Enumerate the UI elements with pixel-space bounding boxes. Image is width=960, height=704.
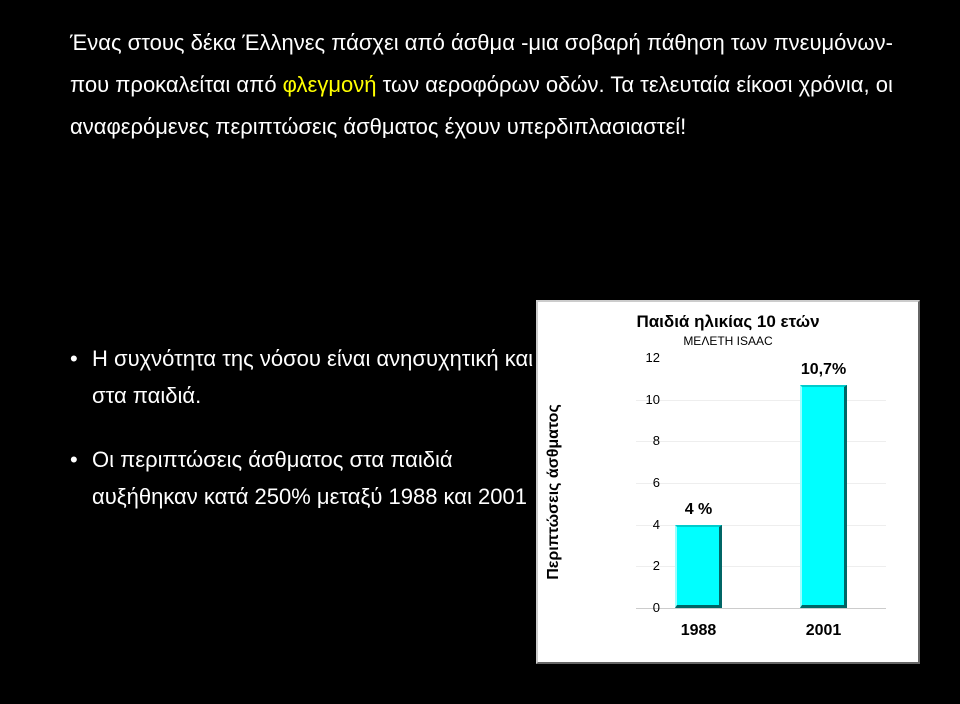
chart-title: Παιδιά ηλικίας 10 ετών	[538, 312, 918, 332]
chart-ytick: 2	[630, 558, 660, 573]
chart-ytick: 4	[630, 517, 660, 532]
chart-ylabel: Περιπτώσεις άσθματος	[544, 392, 564, 592]
chart-plot-area	[636, 358, 886, 608]
chart-xlabel: 1988	[639, 622, 759, 640]
asthma-chart: Παιδιά ηλικίας 10 ετών ΜΕΛΕΤΗ ISAAC Περι…	[536, 300, 920, 664]
chart-xlabel: 2001	[764, 622, 884, 640]
intro-highlight: φλεγμονή	[283, 72, 377, 97]
chart-bar	[675, 525, 723, 608]
chart-bar-value: 10,7%	[764, 361, 884, 379]
chart-ytick: 8	[630, 433, 660, 448]
chart-ytick: 12	[630, 350, 660, 365]
chart-ytick: 0	[630, 600, 660, 615]
bullet-1: Η συχνότητα της νόσου είναι ανησυχητική …	[70, 340, 540, 415]
intro-mid2: που προκαλείται από	[70, 72, 283, 97]
chart-subtitle: ΜΕΛΕΤΗ ISAAC	[538, 334, 918, 348]
chart-ytick: 6	[630, 475, 660, 490]
bullet-2: Οι περιπτώσεις άσθματος στα παιδιά αυξήθ…	[70, 441, 540, 516]
intro-pre: Ένας στους δέκα Έλληνες πάσχει από άσθμα	[70, 30, 521, 55]
intro-mid1: -μια σοβαρή πάθηση των πνευμόνων-	[521, 30, 893, 55]
chart-ytick: 10	[630, 392, 660, 407]
intro-paragraph: Ένας στους δέκα Έλληνες πάσχει από άσθμα…	[70, 22, 900, 147]
chart-bar-value: 4 %	[639, 501, 759, 519]
chart-bar	[800, 385, 848, 608]
bullet-list: Η συχνότητα της νόσου είναι ανησυχητική …	[70, 340, 540, 542]
